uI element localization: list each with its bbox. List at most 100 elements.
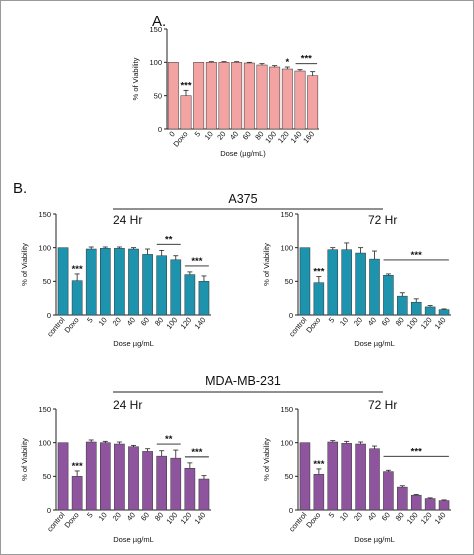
bar	[193, 62, 205, 130]
bar	[355, 252, 366, 316]
significance-marker: **	[165, 434, 173, 445]
bar	[383, 275, 394, 316]
bar	[85, 248, 97, 316]
bar	[355, 443, 366, 511]
x-tick-label: 60	[241, 130, 253, 142]
bar	[327, 441, 339, 511]
x-tick-label: 40	[125, 511, 137, 523]
y-tick-label: 0	[47, 506, 51, 515]
y-tick-label: 150	[38, 210, 51, 219]
x-tick-label: 120	[419, 511, 434, 526]
bar	[410, 494, 422, 511]
x-tick-label: 160	[301, 130, 316, 145]
bar	[184, 274, 196, 316]
y-tick-label: 50	[285, 277, 293, 286]
x-tick-label: 140	[289, 130, 304, 145]
y-axis-label: % of Viability	[262, 438, 271, 481]
x-tick-label: 60	[380, 511, 392, 523]
x-tick-label: 80	[394, 316, 406, 328]
bar	[156, 255, 168, 316]
x-tick-label: 100	[405, 316, 420, 331]
bar	[167, 62, 179, 130]
x-tick-label: 5	[327, 511, 337, 520]
bar	[256, 64, 268, 130]
x-tick-label: Doxo	[304, 316, 322, 335]
y-tick-label: 0	[47, 311, 51, 320]
bar	[313, 282, 325, 316]
bar	[71, 476, 83, 511]
y-tick-label: 50	[43, 277, 51, 286]
bar	[231, 62, 243, 130]
significance-marker: ***	[411, 446, 422, 457]
x-tick-label: 100	[164, 316, 179, 331]
x-tick-label: 40	[366, 511, 378, 523]
x-tick-label: 40	[366, 316, 378, 328]
y-tick-label: 150	[280, 405, 293, 414]
x-tick-label: 80	[394, 511, 406, 523]
bar	[198, 478, 210, 511]
x-axis-label: Dose µg/mL	[354, 339, 395, 348]
bar	[281, 68, 293, 130]
x-tick-label: 120	[178, 316, 193, 331]
bar	[142, 451, 153, 511]
x-tick-label: 10	[97, 316, 109, 328]
x-tick-label: 120	[419, 316, 434, 331]
bar	[142, 254, 153, 316]
bar	[369, 258, 380, 316]
significance-marker: ***	[191, 256, 202, 267]
x-tick-label: 100	[405, 511, 420, 526]
bar	[307, 75, 319, 130]
y-tick-label: 0	[289, 311, 293, 320]
x-tick-label: 20	[215, 130, 227, 142]
x-tick-label: 5	[193, 130, 203, 139]
group-label-mda: MDA-MB-231	[205, 374, 281, 388]
x-tick-label: 40	[125, 316, 137, 328]
x-tick-label: 0	[167, 130, 177, 139]
x-tick-label: Doxo	[171, 130, 189, 149]
x-tick-label: 10	[338, 316, 350, 328]
x-tick-label: 60	[139, 511, 151, 523]
panel-b-label: B.	[13, 180, 27, 197]
panel-a-label: A.	[152, 13, 166, 30]
bar	[218, 62, 230, 130]
x-tick-label: 140	[433, 316, 448, 331]
y-tick-label: 0	[289, 506, 293, 515]
bar	[99, 248, 111, 316]
x-tick-label: 20	[111, 511, 123, 523]
bar	[156, 455, 168, 511]
bar	[128, 248, 139, 316]
y-tick-label: 150	[280, 210, 293, 219]
x-tick-label: Doxo	[63, 316, 81, 335]
chart-title: 24 Hr	[113, 398, 142, 412]
bar	[341, 249, 352, 316]
significance-marker: ***	[72, 461, 83, 472]
bar	[369, 448, 380, 511]
significance-marker: ***	[411, 250, 422, 261]
x-tick-label: 120	[276, 130, 291, 145]
bar	[341, 443, 352, 511]
bar	[57, 247, 69, 316]
y-axis-label: % of Viability	[20, 243, 29, 286]
group-label-a375: A375	[228, 192, 257, 206]
bar	[114, 443, 125, 511]
bar	[99, 442, 111, 511]
bar	[85, 441, 97, 511]
bar	[243, 62, 255, 130]
x-tick-label: 60	[380, 316, 392, 328]
x-tick-label: 20	[352, 511, 364, 523]
x-tick-label: 80	[153, 511, 165, 523]
x-tick-label: 120	[178, 511, 193, 526]
x-tick-label: 140	[193, 316, 208, 331]
significance-marker: ***	[191, 447, 202, 458]
significance-marker: ***	[180, 80, 191, 91]
bar	[269, 66, 281, 130]
bar	[114, 248, 125, 316]
y-tick-label: 100	[149, 58, 162, 67]
bar	[327, 249, 339, 316]
bar	[299, 247, 311, 316]
x-tick-label: 5	[85, 316, 95, 325]
bar	[205, 62, 217, 130]
